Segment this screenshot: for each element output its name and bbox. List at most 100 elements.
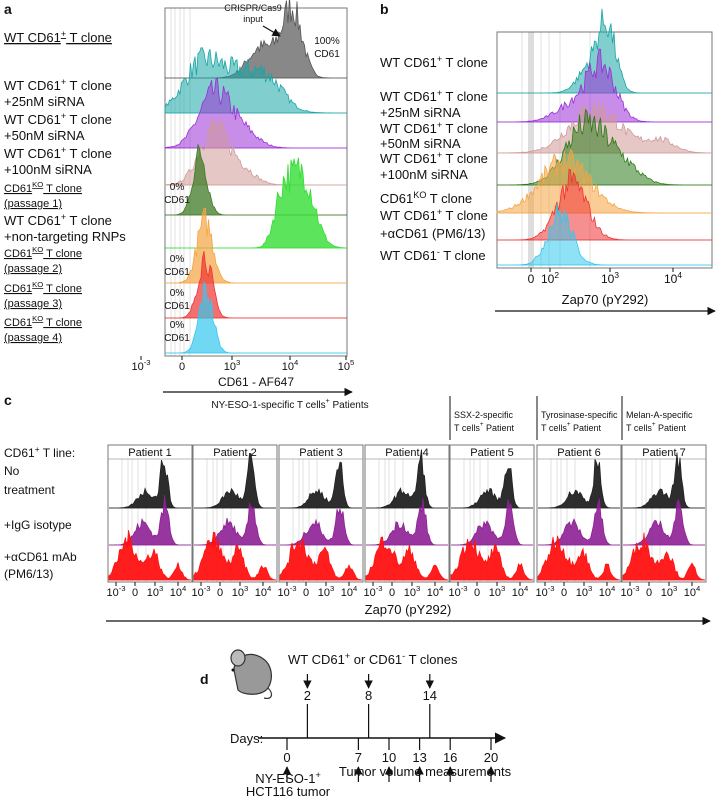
text-part: NY-ESO-1 (255, 771, 315, 786)
superscript: + (315, 770, 320, 780)
superscript: 4 (294, 358, 299, 367)
histogram (194, 501, 276, 546)
histogram (497, 203, 712, 266)
day-number: 13 (412, 750, 426, 765)
row-label: CD61KO T clone (4, 245, 82, 260)
axis-label: Zap70 (pY292) (365, 602, 452, 617)
text-part: 10 (541, 272, 555, 286)
text-part: WT CD61 (288, 652, 345, 667)
text-part: T clone (66, 112, 112, 127)
text-part: T clone (426, 191, 472, 206)
superscript: -3 (204, 584, 211, 593)
superscript: + (437, 88, 442, 98)
superscript: 3 (236, 358, 240, 367)
text-part: T clone (442, 121, 488, 136)
annotation-arrow (262, 25, 281, 37)
panel-label: c (4, 392, 12, 408)
text-part: Patient (484, 423, 515, 433)
superscript: 3 (614, 270, 619, 280)
text-part: +50nM siRNA (380, 136, 461, 151)
text-part: 10 (661, 587, 673, 599)
day-number: 0 (283, 750, 290, 765)
superscript: 2 (554, 270, 559, 280)
superscript: 4 (696, 584, 701, 593)
x-tick-label: 0 (528, 272, 535, 286)
superscript: + (61, 77, 66, 87)
text-part: WT CD61 (380, 121, 437, 136)
histogram (280, 461, 362, 509)
annotation: 0% (170, 288, 185, 299)
text-part: +50nM siRNA (4, 128, 85, 143)
text-part: T clone (442, 89, 488, 104)
superscript: -3 (633, 584, 640, 593)
superscript: 4 (524, 584, 529, 593)
row-label: +IgG isotype (4, 518, 72, 532)
patient-title: Patient 2 (213, 447, 256, 459)
mouse-icon (230, 649, 273, 699)
x-tick-label: 103 (232, 584, 249, 599)
patient-title: Patient 5 (470, 447, 513, 459)
plot-frame (621, 444, 707, 583)
superscript: 4 (353, 584, 358, 593)
text-part: +αCD61 (PM6/13) (380, 226, 485, 241)
row-label: +non-targeting RNPs (4, 229, 126, 244)
text-part: (passage 3) (4, 298, 62, 310)
row-label: WT CD61+ T clone (380, 207, 488, 223)
patient-title: Patient 6 (557, 447, 600, 459)
x-tick-label: 103 (404, 584, 421, 599)
superscript: KO (32, 314, 43, 323)
histogram (537, 535, 621, 581)
row-label: +αCD61 mAb (4, 550, 77, 564)
row-label: WT CD61+ T clone (380, 120, 488, 136)
superscript: 3 (416, 584, 420, 593)
annotation: CD61 (314, 49, 340, 60)
superscript: + (437, 207, 442, 217)
row-label: CD61KO T clone (4, 280, 82, 295)
histogram (538, 459, 620, 509)
x-tick-label: 0 (561, 587, 567, 599)
text-part: SSX-2-specific (454, 410, 514, 420)
histogram (109, 459, 191, 509)
text-part: T clone (43, 183, 82, 195)
text-part: WT CD61 (4, 146, 61, 161)
row-label: WT CD61+ T clone (4, 29, 112, 45)
text-part: WT CD61 (380, 89, 437, 104)
text-part: T clone (440, 248, 486, 263)
histogram (497, 48, 712, 123)
superscript: 4 (267, 584, 272, 593)
row-label: (passage 3) (4, 298, 62, 310)
x-tick-label: 0 (303, 587, 309, 599)
day-number: 2 (304, 688, 311, 703)
text-part: +non-targeting RNPs (4, 229, 126, 244)
day-number: 8 (365, 688, 372, 703)
text-part: WT CD61 (4, 30, 61, 45)
row-label: WT CD61+ T clone (4, 212, 112, 228)
text-part: WT CD61 (380, 248, 437, 263)
text-part: T clone (442, 151, 488, 166)
row-label: WT CD61+ T clone (4, 111, 112, 127)
histogram (497, 168, 712, 241)
superscript: + (61, 212, 66, 222)
group-header: T cells+ Patient (454, 421, 515, 433)
x-tick-label: 103 (224, 358, 241, 373)
text-part: 10 (664, 272, 678, 286)
histogram (165, 207, 347, 284)
row-label: +25nM siRNA (4, 94, 85, 109)
text-part: T clone (43, 248, 82, 260)
row-label: CD61+ T line: (4, 444, 75, 460)
plot-frame (449, 444, 535, 583)
injection-label: WT CD61+ or CD61- T clones (288, 651, 458, 667)
text-part: 0 (528, 272, 535, 286)
group-header: Melan-A-specific (626, 410, 693, 420)
panel-label: d (200, 671, 209, 687)
group-header: NY-ESO-1-specific T cells+ Patients (211, 398, 368, 411)
patient-title: Patient 7 (642, 447, 685, 459)
text-part: NY-ESO-1-specific T cells (211, 400, 325, 411)
text-part: 10 (282, 361, 294, 373)
day-number: 20 (484, 750, 498, 765)
text-part: T clone (66, 30, 112, 45)
histogram (194, 452, 276, 509)
superscript: 4 (677, 270, 682, 280)
text-part: CD61 (4, 446, 35, 460)
